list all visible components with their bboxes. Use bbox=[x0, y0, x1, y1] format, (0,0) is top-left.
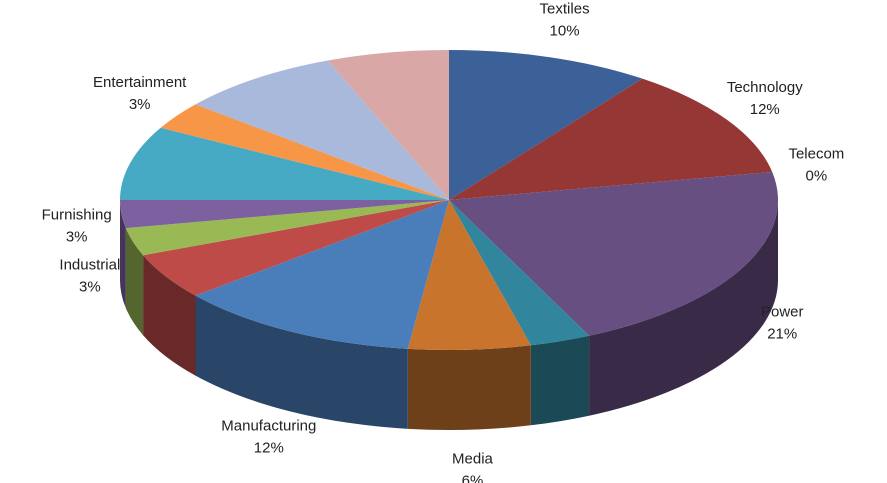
slice-top bbox=[407, 200, 531, 350]
slice-side bbox=[407, 345, 531, 430]
value-label: 0% bbox=[806, 167, 828, 184]
category-label: Entertainment bbox=[93, 74, 187, 91]
slice bbox=[160, 104, 449, 200]
slice bbox=[449, 171, 778, 416]
value-label: 12% bbox=[254, 440, 284, 457]
slice bbox=[195, 200, 449, 429]
value-label: 3% bbox=[129, 96, 151, 113]
value-label: 6% bbox=[462, 472, 484, 483]
slice-top bbox=[327, 50, 449, 200]
category-label: Furnishing bbox=[42, 206, 112, 223]
slice-top bbox=[120, 127, 449, 200]
category-label: Textiles bbox=[540, 0, 590, 17]
value-label: 10% bbox=[550, 22, 580, 39]
slice bbox=[143, 200, 450, 376]
value-label: 12% bbox=[750, 101, 780, 118]
slice-side bbox=[125, 228, 144, 336]
slice bbox=[125, 200, 450, 336]
category-label: Telecom bbox=[788, 145, 844, 162]
slice-side bbox=[530, 335, 590, 426]
slice bbox=[327, 50, 449, 200]
category-label: Media bbox=[452, 450, 494, 467]
slice bbox=[449, 50, 643, 200]
slice bbox=[449, 78, 773, 200]
slice-side bbox=[120, 200, 126, 309]
category-label: Power bbox=[761, 304, 804, 321]
slice-top bbox=[195, 200, 449, 349]
slice-top bbox=[449, 50, 643, 200]
value-label: 3% bbox=[79, 278, 101, 295]
slice bbox=[120, 200, 449, 309]
value-label: 3% bbox=[66, 228, 88, 245]
slice-top bbox=[125, 200, 450, 256]
slice bbox=[449, 200, 590, 426]
slice bbox=[195, 60, 449, 201]
slice bbox=[407, 200, 531, 430]
slice-top bbox=[195, 60, 449, 201]
slice-side bbox=[143, 255, 196, 376]
slice-top bbox=[160, 104, 449, 200]
slice-top bbox=[449, 200, 590, 346]
slice-side bbox=[589, 200, 778, 416]
category-label: Technology bbox=[727, 79, 803, 96]
value-label: 21% bbox=[767, 326, 797, 343]
category-label: Manufacturing bbox=[221, 418, 316, 435]
slice-side bbox=[195, 295, 408, 429]
slice-top bbox=[120, 200, 449, 229]
slice-top bbox=[449, 78, 773, 200]
category-label: Industrial bbox=[59, 256, 120, 273]
slice bbox=[120, 127, 449, 200]
slice-top bbox=[449, 171, 778, 336]
slice-top bbox=[143, 200, 450, 296]
